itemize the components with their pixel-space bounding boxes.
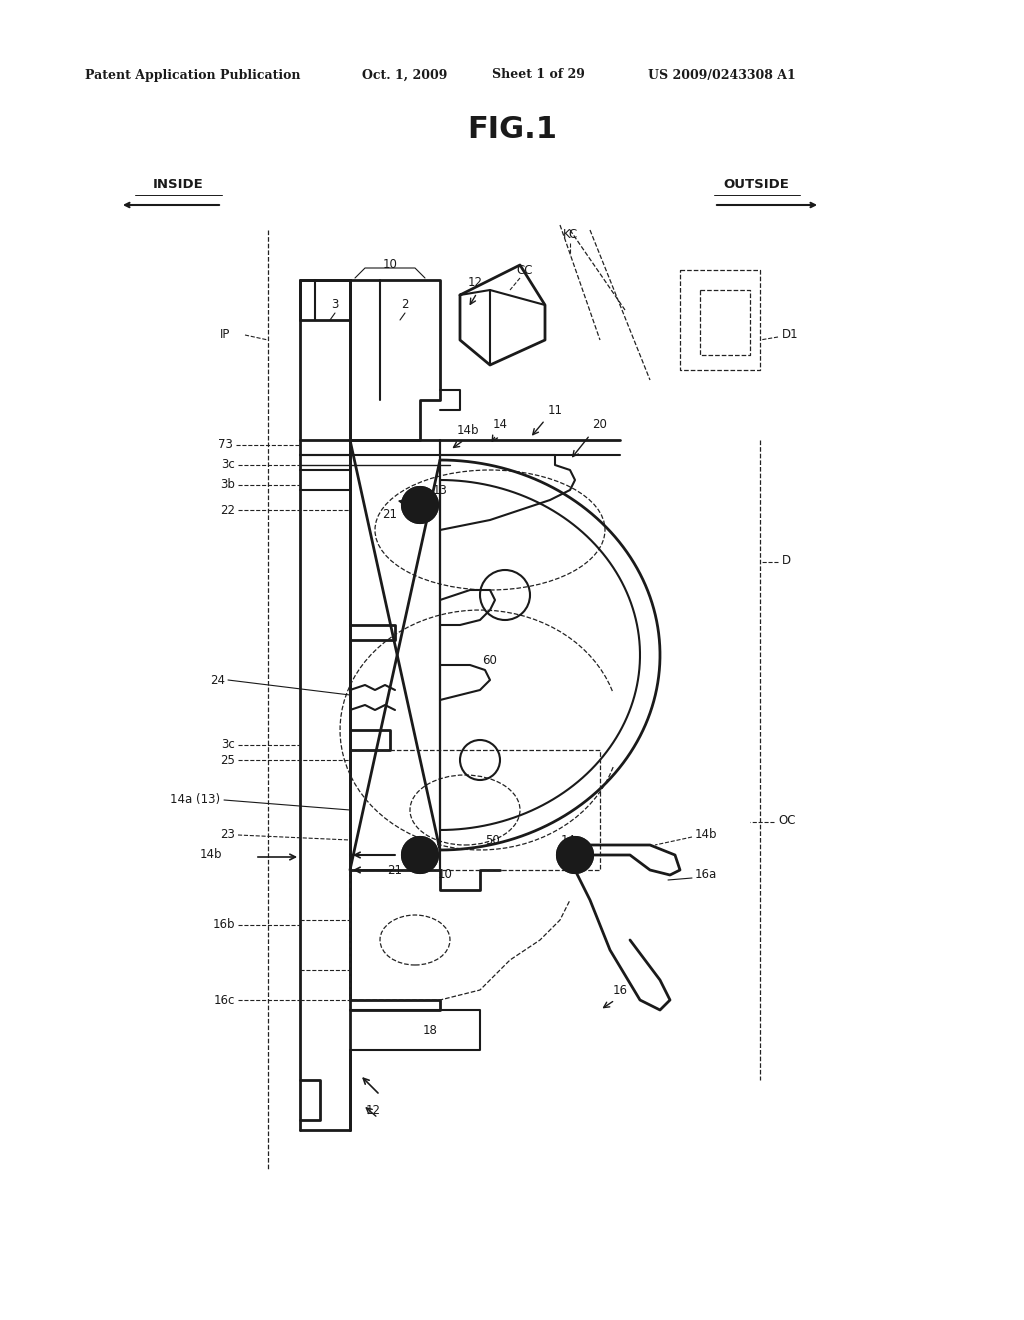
Text: KC: KC [562, 228, 578, 242]
Text: 21: 21 [387, 863, 402, 876]
Text: D: D [782, 553, 792, 566]
Text: Patent Application Publication: Patent Application Publication [85, 69, 300, 82]
Text: 3c: 3c [221, 738, 234, 751]
Text: D1: D1 [782, 329, 799, 342]
Text: 12: 12 [468, 276, 482, 289]
Circle shape [402, 487, 438, 523]
Text: 3b: 3b [220, 479, 234, 491]
Text: 3c: 3c [221, 458, 234, 471]
Text: 10: 10 [383, 259, 397, 272]
Text: 14: 14 [493, 418, 508, 432]
Text: 3: 3 [332, 298, 339, 312]
Text: 50: 50 [484, 833, 500, 846]
Text: 25: 25 [220, 754, 234, 767]
Circle shape [557, 837, 593, 873]
Text: IP: IP [220, 329, 230, 342]
Text: Sheet 1 of 29: Sheet 1 of 29 [492, 69, 585, 82]
Text: 14b: 14b [200, 849, 222, 862]
Text: US 2009/0243308 A1: US 2009/0243308 A1 [648, 69, 796, 82]
Text: 2: 2 [401, 298, 409, 312]
Text: 20: 20 [593, 418, 607, 432]
Text: 14b: 14b [457, 424, 479, 437]
Text: FIG.1: FIG.1 [467, 116, 557, 144]
Text: 11: 11 [548, 404, 562, 417]
Text: 60: 60 [482, 653, 498, 667]
Text: 14a (13): 14a (13) [170, 793, 220, 807]
Text: 24: 24 [210, 673, 225, 686]
Text: 18: 18 [423, 1023, 437, 1036]
Text: 22: 22 [220, 503, 234, 516]
Text: INSIDE: INSIDE [153, 178, 204, 191]
Text: 13: 13 [432, 483, 447, 496]
Text: 14: 14 [560, 833, 575, 846]
Text: 23: 23 [220, 829, 234, 842]
Text: CC: CC [517, 264, 534, 276]
Text: 10: 10 [437, 869, 453, 882]
Text: 21: 21 [383, 508, 397, 521]
Text: 14b: 14b [695, 829, 718, 842]
Text: 12: 12 [366, 1104, 381, 1117]
Text: OUTSIDE: OUTSIDE [723, 178, 788, 191]
Text: 16c: 16c [214, 994, 234, 1006]
Text: Oct. 1, 2009: Oct. 1, 2009 [362, 69, 447, 82]
Circle shape [402, 837, 438, 873]
Text: 16: 16 [612, 983, 628, 997]
Text: 73: 73 [218, 438, 233, 451]
Text: 16a: 16a [695, 869, 717, 882]
Text: 16b: 16b [213, 919, 234, 932]
Text: OC: OC [778, 813, 796, 826]
